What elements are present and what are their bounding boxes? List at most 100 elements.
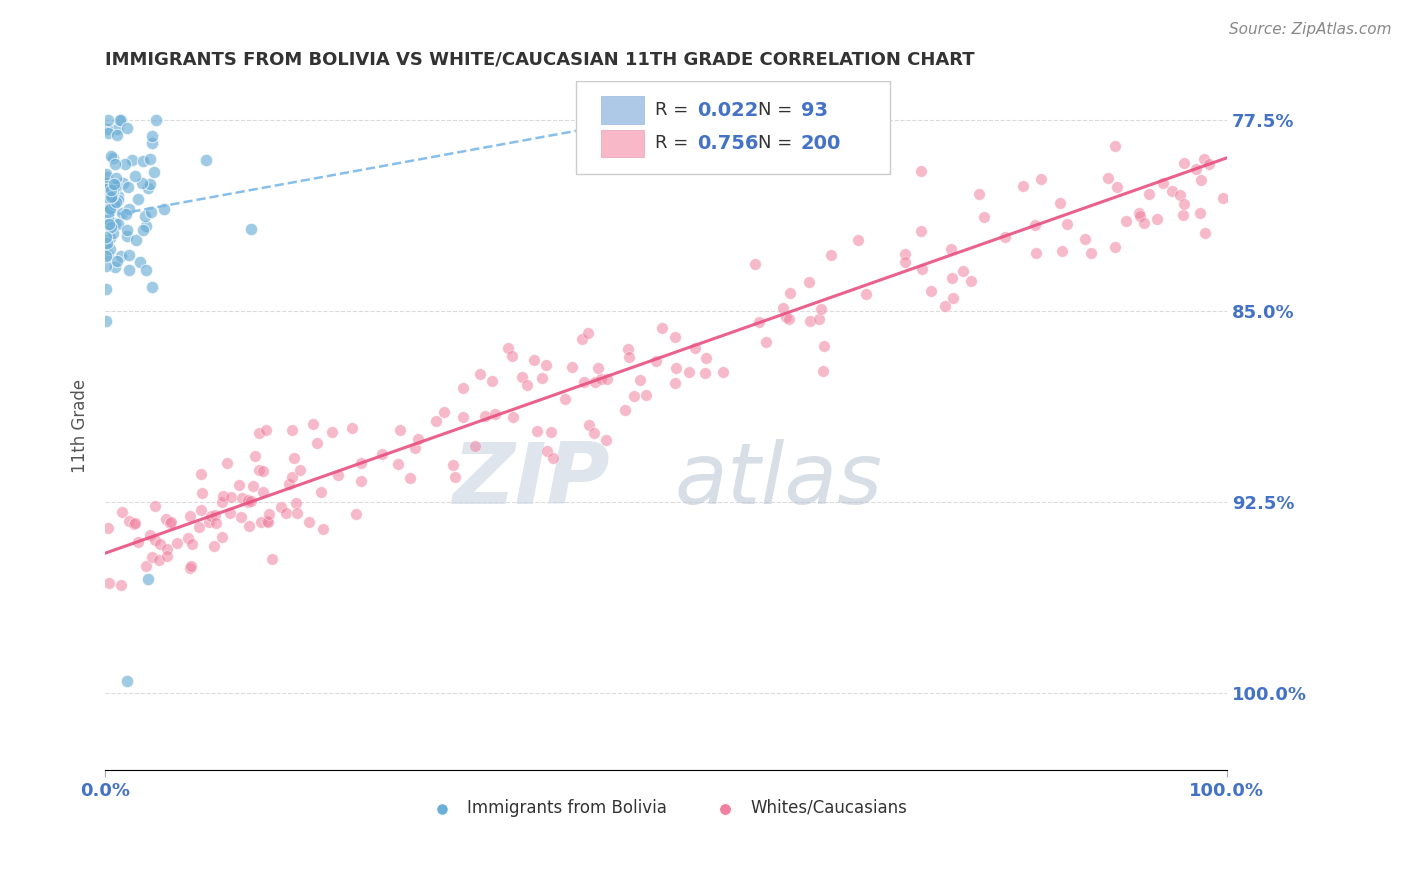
Point (1104, 240, 1126, 254)
Point (813, 363, 835, 377)
Point (143, 533, 166, 548)
Point (181, 537, 204, 551)
Point (152, 202, 174, 217)
Point (1132, 216, 1154, 230)
Point (132, 223, 155, 237)
Point (288, 463, 311, 477)
Point (1080, 246, 1102, 260)
Point (1097, 170, 1119, 185)
Point (98, 575, 121, 590)
Point (202, 539, 225, 553)
Point (97, 218, 120, 232)
Point (305, 435, 328, 450)
Point (110, 505, 132, 519)
Point (1050, 244, 1073, 258)
Point (554, 392, 576, 407)
Point (115, 673, 138, 688)
Point (124, 169, 146, 183)
Point (799, 314, 821, 328)
Point (441, 458, 464, 472)
Point (595, 433, 617, 447)
Point (104, 194, 127, 209)
Point (159, 516, 181, 530)
Point (141, 128, 163, 143)
Point (1073, 232, 1095, 246)
Point (425, 414, 447, 428)
Point (100, 219, 122, 234)
Point (1198, 157, 1220, 171)
Text: 93: 93 (800, 101, 828, 120)
Point (934, 299, 956, 313)
Point (98, 231, 121, 245)
Point (578, 417, 600, 432)
Point (111, 176, 134, 190)
Point (276, 506, 298, 520)
Point (247, 463, 270, 477)
Point (387, 457, 409, 471)
Point (97, 112, 120, 127)
Point (96, 122, 118, 136)
Point (118, 248, 141, 262)
Point (1029, 172, 1052, 186)
Point (350, 456, 373, 470)
Point (942, 291, 965, 305)
Point (101, 189, 124, 203)
FancyBboxPatch shape (576, 81, 890, 174)
Point (893, 255, 915, 269)
Point (1184, 161, 1206, 176)
Point (574, 375, 596, 389)
Point (498, 341, 520, 355)
Point (127, 535, 149, 549)
Text: R =: R = (655, 102, 693, 120)
Point (623, 388, 645, 402)
Point (139, 528, 162, 542)
Point (583, 375, 606, 389)
Point (179, 509, 201, 524)
Point (107, 189, 129, 203)
Point (695, 351, 717, 366)
Point (298, 515, 321, 529)
Point (748, 314, 770, 328)
Point (104, 260, 127, 275)
Point (121, 153, 143, 168)
Point (1024, 218, 1046, 232)
Point (200, 509, 222, 524)
Point (98, 202, 121, 217)
Point (536, 444, 558, 458)
Point (1012, 178, 1035, 193)
Point (586, 360, 609, 375)
Point (96, 182, 118, 196)
Point (1146, 211, 1168, 226)
Point (810, 302, 832, 317)
Point (344, 507, 367, 521)
Legend: Immigrants from Bolivia, Whites/Caucasians: Immigrants from Bolivia, Whites/Caucasia… (419, 792, 914, 823)
Point (107, 128, 129, 143)
Point (103, 196, 125, 211)
Point (474, 409, 496, 423)
Point (645, 354, 668, 368)
Point (1194, 226, 1216, 240)
Point (270, 500, 292, 515)
Point (778, 312, 800, 326)
Text: ZIP: ZIP (453, 439, 610, 522)
Point (231, 491, 253, 506)
Point (197, 515, 219, 529)
Point (97, 211, 120, 226)
Point (139, 152, 162, 166)
Point (110, 578, 132, 592)
Point (215, 457, 238, 471)
Point (155, 512, 177, 526)
Point (1056, 217, 1078, 231)
Point (634, 388, 657, 402)
Point (212, 489, 235, 503)
Point (124, 233, 146, 247)
Point (685, 342, 707, 356)
Point (96, 195, 118, 210)
Point (893, 247, 915, 261)
Point (118, 514, 141, 528)
Point (247, 425, 270, 440)
Point (711, 365, 734, 379)
Point (433, 405, 456, 419)
Point (451, 409, 474, 424)
Point (143, 164, 166, 178)
